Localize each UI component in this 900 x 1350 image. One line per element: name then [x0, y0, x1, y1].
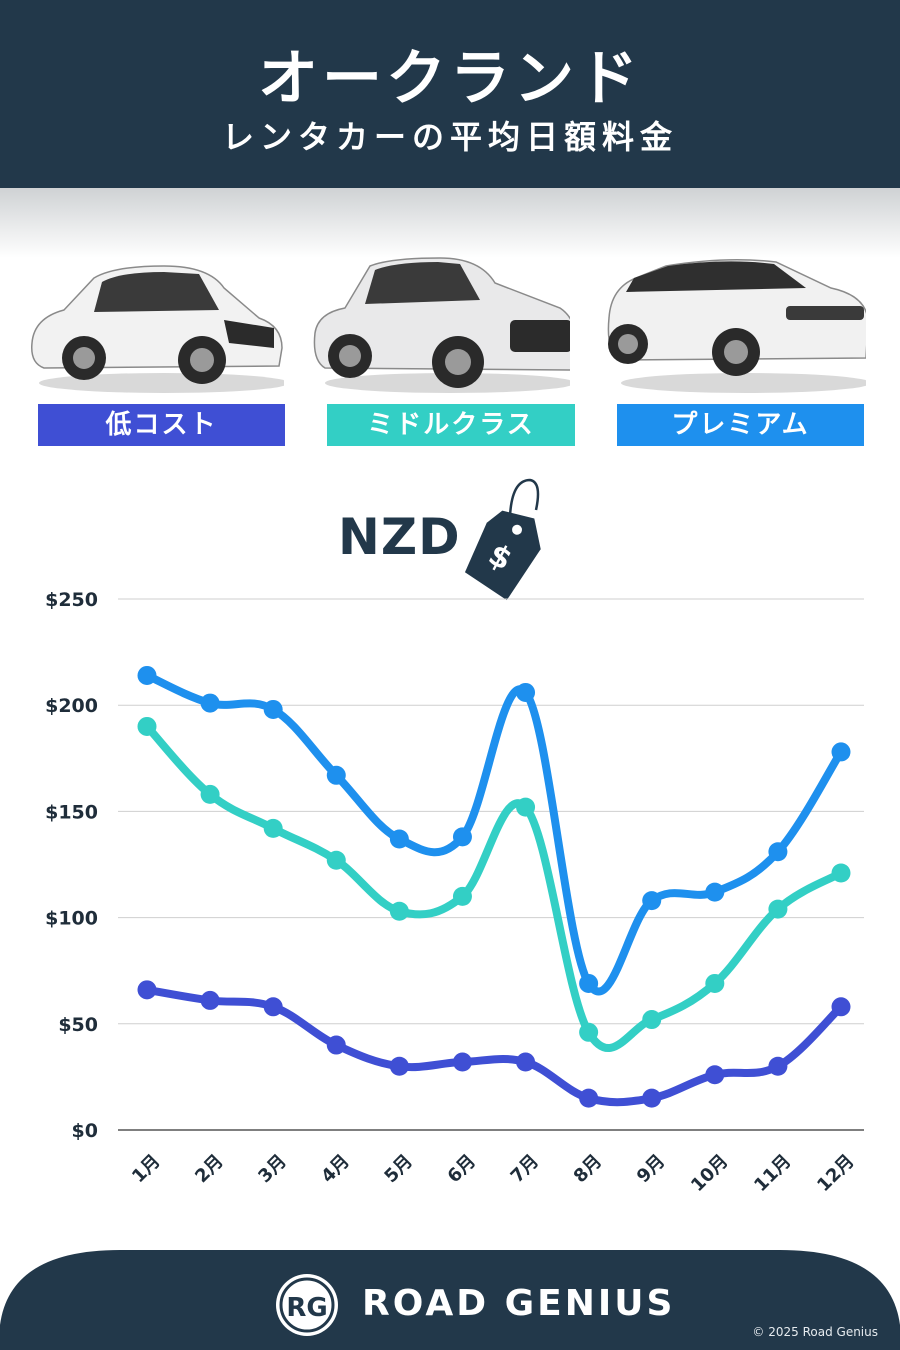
data-point	[389, 901, 409, 921]
data-point	[263, 818, 283, 838]
series-低コスト	[137, 980, 851, 1108]
x-axis-ticks: 1月 2月 3月 4月 5月 6月 7月 8月 9月 10月 11月 12月	[128, 1151, 858, 1196]
data-point	[642, 1088, 662, 1108]
data-point	[705, 1065, 725, 1085]
x-tick-label: 8月	[570, 1151, 606, 1187]
data-point	[705, 973, 725, 993]
currency-label: NZD	[338, 508, 461, 566]
data-point	[516, 1052, 536, 1072]
x-tick-label: 9月	[633, 1151, 669, 1187]
data-point	[768, 842, 788, 862]
badge-premium: プレミアム	[617, 404, 864, 446]
road-genius-logo: RG	[276, 1274, 338, 1336]
x-tick-label: 3月	[254, 1151, 290, 1187]
data-point	[452, 886, 472, 906]
price-tag-icon: $	[464, 478, 541, 601]
data-point	[579, 1022, 599, 1042]
x-tick-label: 6月	[444, 1151, 480, 1187]
grid-layer	[118, 598, 864, 1131]
data-point	[137, 716, 157, 736]
data-point	[579, 1088, 599, 1108]
x-tick-label: 12月	[813, 1151, 858, 1196]
data-point	[516, 797, 536, 817]
data-point	[642, 1010, 662, 1030]
y-tick-label: $100	[45, 908, 98, 930]
data-point	[389, 829, 409, 849]
data-point	[200, 693, 220, 713]
data-point	[326, 1035, 346, 1055]
data-point	[452, 1052, 472, 1072]
suv-car-image	[313, 257, 570, 393]
rental-price-chart: $0 $50 $100 $150 $200 $250 1月 2月 3月 4月 5月 6月 7月 8月 9月…	[45, 589, 864, 1196]
page-subtitle: レンタカーの平均日額料金	[221, 118, 678, 156]
data-point	[705, 882, 725, 902]
series-プレミアム	[137, 665, 851, 996]
data-point	[263, 699, 283, 719]
y-tick-label: $250	[45, 589, 98, 611]
data-point	[389, 1056, 409, 1076]
data-point	[263, 997, 283, 1017]
header-shadow	[0, 188, 900, 258]
badge-mid-class: ミドルクラス	[327, 404, 575, 446]
premium-suv-car-image	[607, 259, 866, 393]
data-point	[200, 990, 220, 1010]
y-tick-label: $50	[58, 1014, 98, 1036]
data-point	[579, 973, 599, 993]
x-tick-label: 5月	[380, 1151, 416, 1187]
data-point	[137, 665, 157, 685]
x-tick-label: 1月	[128, 1151, 164, 1187]
series-layer	[137, 665, 851, 1108]
footer-background	[0, 1250, 900, 1350]
y-tick-label: $150	[45, 801, 98, 823]
y-axis-ticks: $0 $50 $100 $150 $200 $250	[45, 589, 98, 1142]
data-point	[768, 899, 788, 919]
badge-low-cost: 低コスト	[38, 404, 285, 446]
data-point	[326, 765, 346, 785]
series-line	[143, 985, 845, 1107]
series-ミドルクラス	[137, 716, 851, 1052]
hatchback-car-image	[31, 265, 284, 393]
x-tick-label: 10月	[687, 1151, 732, 1196]
page-title: オークランド	[258, 44, 642, 114]
data-point	[137, 980, 157, 1000]
brand-name: ROAD GENIUS	[362, 1283, 676, 1324]
x-tick-label: 11月	[750, 1151, 795, 1196]
data-point	[200, 784, 220, 804]
data-point	[642, 891, 662, 911]
data-point	[831, 997, 851, 1017]
y-tick-label: $0	[72, 1120, 98, 1142]
header: オークランド レンタカーの平均日額料金	[0, 0, 900, 188]
x-tick-label: 7月	[507, 1151, 543, 1187]
copyright: © 2025 Road Genius	[752, 1325, 878, 1339]
data-point	[831, 863, 851, 883]
y-tick-label: $200	[45, 695, 98, 717]
x-tick-label: 4月	[317, 1151, 353, 1187]
logo-text: RG	[286, 1293, 327, 1323]
x-tick-label: 2月	[191, 1151, 227, 1187]
data-point	[768, 1056, 788, 1076]
data-point	[452, 827, 472, 847]
data-point	[831, 742, 851, 762]
data-point	[326, 850, 346, 870]
data-point	[516, 682, 536, 702]
